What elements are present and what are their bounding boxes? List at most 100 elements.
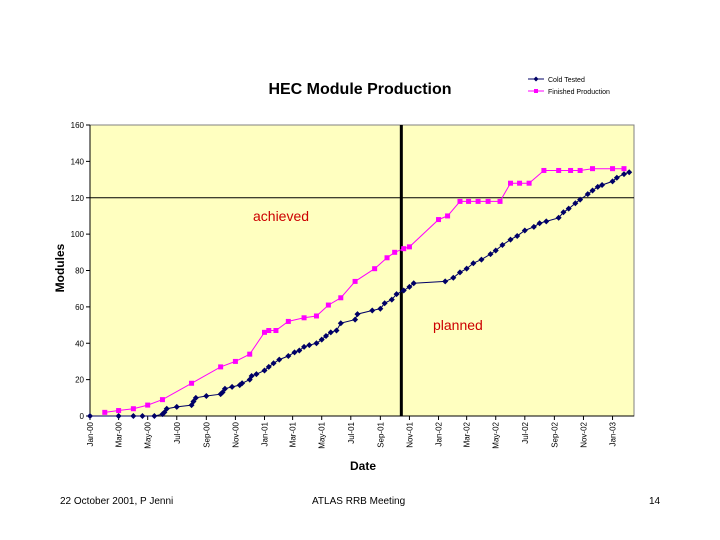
data-point [239,380,246,387]
data-point [190,398,197,405]
x-tick-label: Mar-02 [463,421,472,447]
x-tick-label: May-02 [492,421,501,448]
data-point [463,265,470,272]
chart-text: HEC Module Production Date Modules achieved… [53,81,483,473]
axes: 0 20 40 60 80 100 120 140 160 Jan-00 Mar-00 May-00 J… [71,121,634,449]
data-point [526,180,532,186]
data-point [301,315,307,321]
annotation-planned: planned [433,317,483,333]
data-point [610,166,616,172]
data-point [248,372,255,379]
data-point [470,260,477,267]
data-point [369,307,376,314]
data-point [265,363,272,370]
data-point [247,351,253,357]
data-point [173,403,180,410]
data-point [192,394,199,401]
data-point [450,274,457,281]
footer-meeting: ATLAS RRB Meeting [312,496,406,507]
y-tick-label: 160 [71,121,85,130]
data-point [266,328,272,334]
data-point [285,318,291,324]
plot-area [89,124,635,417]
y-tick-label: 0 [80,412,85,421]
data-point [599,182,606,189]
x-tick-label: Jul-01 [347,421,356,443]
data-point [381,300,388,307]
data-point [161,409,168,416]
data-point [115,413,122,419]
data-point [577,196,584,203]
x-tick-label: Sep-02 [550,421,559,447]
x-tick-label: Jul-00 [173,421,182,443]
data-point [530,223,537,230]
data-point [609,178,616,185]
data-point [406,283,413,290]
legend: Cold Tested Finished Production [528,76,610,96]
data-point [594,183,601,190]
data-point [139,413,146,419]
data-point [536,220,543,227]
legend-marker [534,89,538,93]
series-finished-production [102,166,627,415]
data-point [306,342,313,349]
data-point [590,166,596,172]
data-point [541,167,547,173]
x-tick-label: Mar-00 [115,421,124,447]
series-line [104,168,624,413]
y-tick-label: 100 [71,230,85,239]
data-point [325,302,331,308]
data-point [327,329,334,336]
data-point [613,174,620,181]
data-point [555,214,562,221]
data-point [261,329,267,335]
data-point [401,246,407,252]
data-point [87,413,93,419]
legend-label: Finished Production [548,89,610,96]
data-point [507,236,514,243]
data-point [475,198,481,204]
data-point [159,397,165,403]
data-point [270,360,277,367]
data-point [273,328,279,334]
data-point [393,291,400,298]
data-point [203,392,210,399]
data-point [276,356,283,363]
data-point [261,367,268,374]
annotation-achieved: achieved [253,208,309,224]
data-point [492,247,499,254]
data-point [377,305,384,312]
data-point [556,167,562,173]
data-point [296,347,303,354]
y-tick-label: 140 [71,157,85,166]
x-tick-label: Jan-00 [86,421,95,446]
x-tick-label: Nov-02 [579,421,588,447]
data-point [478,256,485,263]
x-tick-label: Mar-01 [289,421,298,447]
data-point [151,413,158,419]
data-point [372,266,378,272]
data-point [572,200,579,207]
data-point [313,313,319,319]
data-point [497,198,503,204]
data-point [218,364,224,370]
data-point [318,336,325,343]
data-point [560,209,567,216]
data-point [621,166,627,172]
series-cold-tested [87,169,633,419]
data-point [189,380,195,386]
data-point [253,371,260,378]
data-point [354,311,361,318]
data-point [499,242,506,249]
y-tick-label: 20 [75,376,84,385]
data-point [388,296,395,303]
data-point [436,217,442,223]
series [87,166,633,419]
y-tick-label: 40 [75,339,84,348]
data-point [514,232,521,239]
legend-marker [533,76,539,82]
data-point [442,278,449,285]
data-point [163,405,170,412]
footer-page-number: 14 [649,496,661,507]
